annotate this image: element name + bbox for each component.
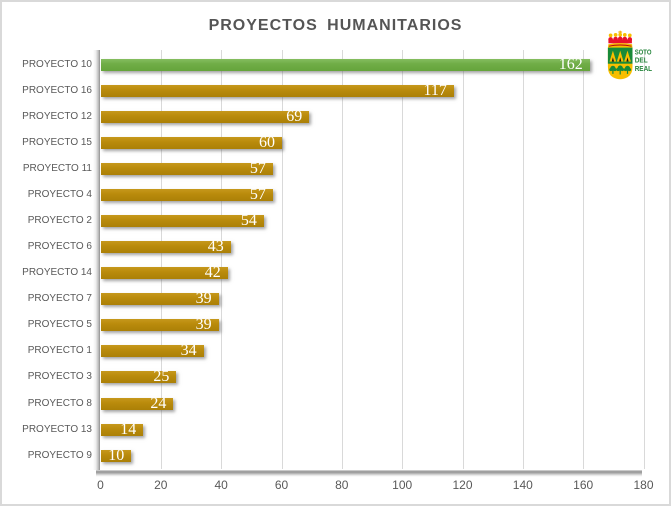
svg-text:DEL: DEL	[635, 56, 648, 65]
svg-text:SOTO: SOTO	[635, 48, 652, 57]
svg-text:REAL: REAL	[635, 64, 653, 73]
